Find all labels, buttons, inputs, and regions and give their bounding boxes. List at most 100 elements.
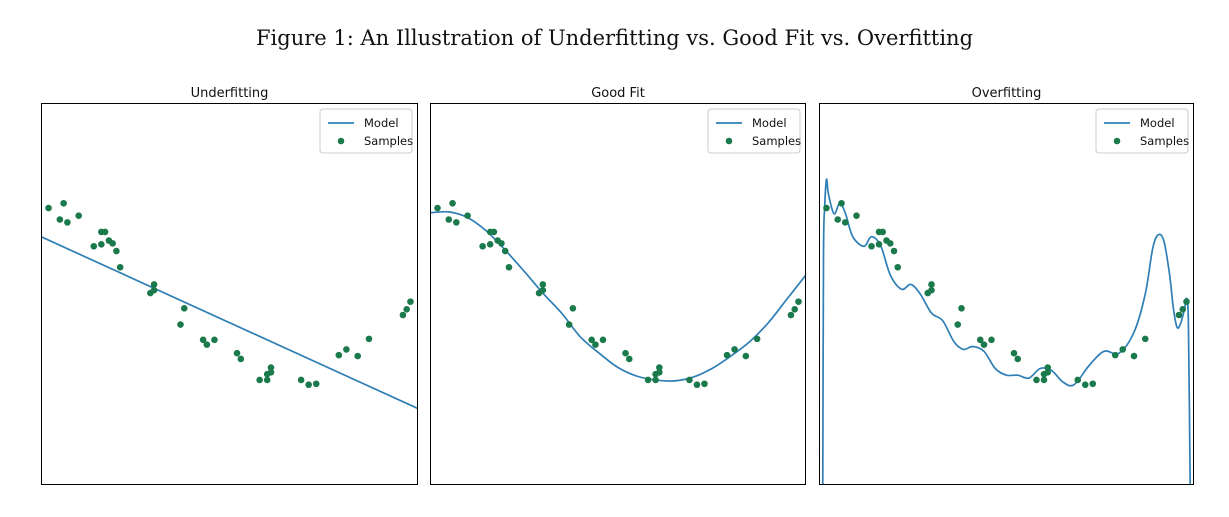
- sample-point: [305, 381, 312, 389]
- sample-point: [1119, 346, 1127, 353]
- sample-point: [1175, 311, 1183, 319]
- sample-point: [644, 376, 652, 384]
- sample-point: [753, 335, 761, 343]
- sample-point: [569, 305, 577, 312]
- sample-point: [791, 305, 799, 313]
- sample-point: [723, 351, 731, 359]
- legend-samples-swatch: [725, 137, 733, 145]
- sample-point: [890, 247, 898, 255]
- sample-point: [1074, 376, 1082, 384]
- sample-point: [312, 380, 320, 388]
- sample-point: [686, 376, 693, 384]
- sample-point: [1014, 355, 1022, 363]
- sample-point: [445, 216, 453, 223]
- sample-point: [56, 216, 64, 223]
- sample-point: [958, 305, 965, 312]
- sample-point: [592, 341, 599, 348]
- legend-samples-label: Samples: [364, 134, 413, 148]
- sample-point: [787, 311, 795, 319]
- sample-point: [343, 346, 350, 353]
- sample-point: [625, 355, 633, 363]
- panel-title-good-fit: Good Fit: [591, 86, 645, 101]
- sample-point: [853, 212, 860, 219]
- legend-samples-swatch: [1113, 137, 1121, 145]
- figure-caption: Figure 1: An Illustration of Underfittin…: [255, 26, 974, 50]
- sample-point: [954, 321, 962, 328]
- legend-samples-label: Samples: [752, 134, 801, 148]
- sample-point: [150, 281, 158, 288]
- sample-point: [177, 321, 184, 328]
- sample-point: [980, 341, 988, 348]
- sample-point: [486, 241, 494, 248]
- panel-good-fit: Good Fit Model Samples: [430, 86, 806, 485]
- sample-point: [297, 376, 305, 384]
- sample-point: [894, 263, 902, 271]
- sample-point: [449, 199, 456, 207]
- sample-point: [211, 336, 218, 344]
- panel-title-overfitting: Overfitting: [972, 86, 1042, 101]
- sample-point: [731, 346, 738, 353]
- sample-point: [1179, 305, 1187, 313]
- sample-point: [1111, 351, 1119, 359]
- sample-point: [113, 247, 120, 255]
- sample-point: [505, 263, 513, 271]
- sample-point: [1044, 369, 1052, 376]
- sample-point: [1130, 352, 1138, 360]
- panel-title-underfitting: Underfitting: [191, 86, 269, 101]
- sample-point: [64, 219, 71, 226]
- axes-frame-underfitting: [41, 103, 418, 485]
- sample-point: [354, 352, 361, 360]
- legend-model-label: Model: [1140, 116, 1175, 130]
- sample-point: [365, 335, 373, 343]
- sample-point: [565, 321, 573, 328]
- panel-overfitting: Overfitting Model Samples: [819, 86, 1194, 485]
- sample-point: [1033, 376, 1040, 384]
- legend-overfitting: Model Samples: [1095, 108, 1189, 154]
- sample-point: [98, 241, 105, 248]
- sample-point: [101, 228, 109, 236]
- sample-point: [403, 305, 410, 313]
- sample-point: [335, 351, 343, 359]
- axes-frame-overfitting: [819, 103, 1194, 485]
- sample-point: [267, 364, 275, 371]
- sample-point: [928, 286, 935, 294]
- legend-samples-swatch: [337, 137, 345, 145]
- sample-point: [109, 240, 116, 247]
- sample-point: [180, 305, 188, 312]
- sample-point: [656, 369, 663, 376]
- sample-point: [795, 298, 802, 305]
- model-line-good-fit: [430, 210, 806, 382]
- sample-point: [834, 216, 842, 223]
- sample-point: [256, 376, 263, 384]
- sample-point: [841, 219, 849, 226]
- sample-point: [588, 336, 595, 344]
- sample-point: [539, 281, 547, 288]
- sample-point: [267, 369, 275, 376]
- legend-model-label: Model: [752, 116, 787, 130]
- sample-point: [237, 355, 245, 363]
- sample-point: [886, 240, 894, 247]
- sample-point: [399, 311, 407, 319]
- sample-point: [498, 240, 505, 247]
- legend-model-label: Model: [364, 116, 399, 130]
- sample-point: [1183, 298, 1190, 305]
- sample-point: [879, 228, 887, 236]
- sample-point: [868, 242, 875, 250]
- sample-point: [1010, 349, 1018, 357]
- sample-point: [233, 349, 241, 357]
- sample-point: [599, 336, 607, 344]
- sample-point: [1089, 380, 1097, 388]
- sample-point: [407, 298, 414, 305]
- sample-point: [693, 381, 701, 389]
- sample-point: [199, 336, 207, 344]
- sample-point: [464, 212, 471, 219]
- sample-point: [875, 241, 883, 248]
- sample-point: [1040, 376, 1048, 384]
- sample-point: [838, 199, 845, 207]
- sample-point: [539, 286, 547, 294]
- sample-point: [453, 219, 460, 226]
- sample-point: [90, 242, 98, 250]
- sample-point: [501, 247, 509, 255]
- sample-point: [622, 349, 629, 357]
